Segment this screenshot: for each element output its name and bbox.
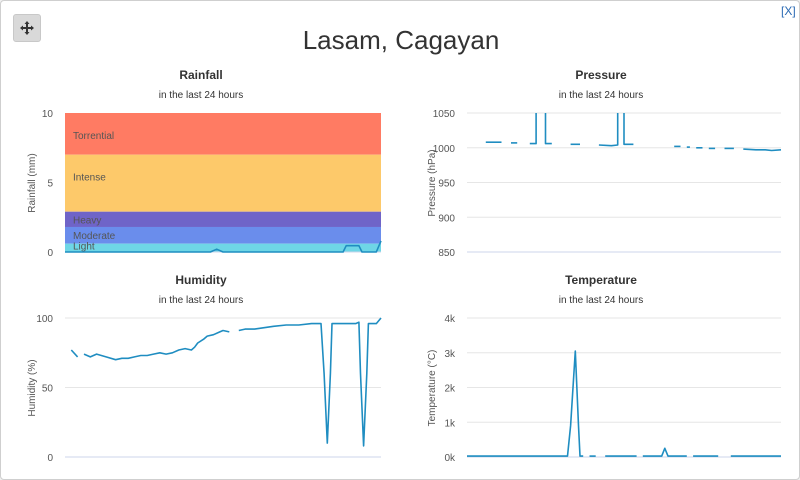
temperature-y-tick-label: 0k [444,453,456,464]
rainfall-band-label-light: Light [73,242,95,253]
pressure-y-tick-label: 850 [438,248,455,259]
humidity-chart-title: Humidity [175,273,227,287]
rainfall-band-intense [65,154,381,212]
pressure-chart-subtitle: in the last 24 hours [559,90,644,101]
pressure-chart-title: Pressure [575,68,627,82]
pressure-y-tick-label: 900 [438,213,455,224]
humidity-chart-subtitle: in the last 24 hours [159,295,244,306]
pressure-series-line [743,148,782,152]
humidity-series-line [238,317,382,447]
humidity-y-axis-label: Humidity (%) [27,359,38,416]
pressure-series-line [598,113,619,147]
rainfall-y-tick-label: 0 [47,248,53,259]
rainfall-band-light [65,243,381,252]
humidity-y-tick-label: 0 [47,453,53,464]
humidity-y-tick-label: 100 [36,314,53,325]
temperature-series-line [642,447,687,457]
rainfall-band-moderate [65,226,381,244]
temperature-y-tick-label: 1k [444,418,456,429]
pressure-y-axis-label: Pressure (hPa) [427,149,438,216]
rainfall-band-heavy [65,211,381,227]
rainfall-y-tick-label: 5 [47,179,53,190]
rainfall-band-label-moderate: Moderate [73,231,116,242]
rainfall-chart-title: Rainfall [179,68,222,82]
temperature-y-axis-label: Temperature (°C) [427,350,438,427]
rainfall-band-label-intense: Intense [73,173,106,184]
move-button[interactable] [13,14,41,42]
rainfall-band-torrential [65,113,381,155]
move-icon [20,21,34,35]
temperature-chart-subtitle: in the last 24 hours [559,295,644,306]
rainfall-chart-subtitle: in the last 24 hours [159,90,244,101]
rainfall-y-tick-label: 10 [42,109,54,120]
rainfall-series-line [65,240,382,253]
temperature-chart-title: Temperature [565,273,637,287]
pressure-series-line [529,113,537,145]
pressure-y-tick-label: 1050 [433,109,456,120]
humidity-y-tick-label: 50 [42,384,54,395]
pressure-y-tick-label: 950 [438,179,455,190]
temperature-y-tick-label: 4k [444,314,456,325]
rainfall-y-axis-label: Rainfall (mm) [27,153,38,212]
temperature-series-line [467,350,584,457]
rainfall-band-label-torrential: Torrential [73,131,114,142]
humidity-series-line [83,329,230,361]
pressure-series-line [544,113,552,145]
temperature-y-tick-label: 3k [444,349,456,360]
close-link[interactable]: [X] [781,4,796,18]
pressure-y-tick-label: 1000 [433,144,456,155]
location-title: Lasam, Cagayan [302,25,500,55]
rainfall-band-label-heavy: Heavy [73,216,101,227]
humidity-series-line [70,349,79,358]
temperature-y-tick-label: 2k [444,384,456,395]
pressure-series-line [623,113,634,146]
